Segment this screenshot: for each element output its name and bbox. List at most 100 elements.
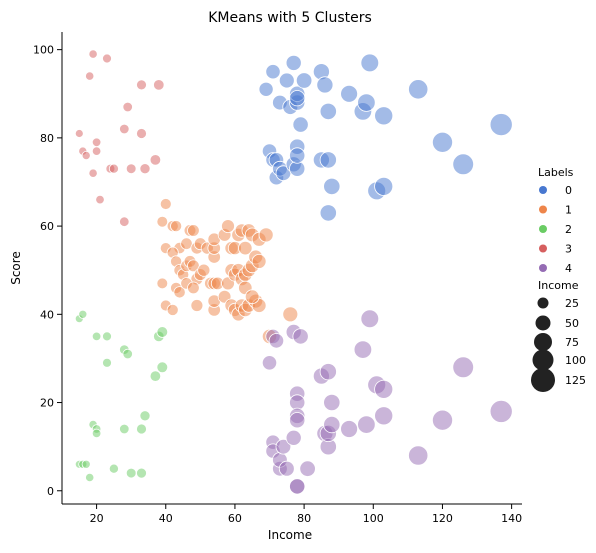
data-point-cluster-2 [136,423,147,435]
legend-marker-3 [539,244,547,253]
data-point-cluster-4 [374,379,394,399]
data-point-cluster-1 [197,263,211,277]
data-point-cluster-3 [102,53,112,64]
data-point-cluster-2 [156,361,169,374]
data-point-cluster-4 [353,340,373,359]
data-point-cluster-2 [91,428,102,439]
legend-size-marker [535,315,551,331]
legend-marker-4 [539,264,547,272]
data-point-cluster-1 [156,215,169,228]
data-point-cluster-4 [374,406,394,426]
data-point-cluster-0 [408,79,429,100]
y-tick-label: 40 [40,308,54,321]
data-point-cluster-3 [136,128,147,139]
x-tick-label: 140 [501,512,522,525]
data-point-cluster-3 [125,163,137,175]
data-point-cluster-2 [108,463,119,474]
legend-label-1: 1 [565,204,572,217]
data-point-cluster-3 [81,150,91,160]
data-point-cluster-0 [323,177,341,195]
data-point-cluster-4 [289,478,306,495]
data-point-cluster-1 [258,227,274,243]
data-point-cluster-0 [265,64,281,80]
data-point-cluster-4 [323,415,341,434]
data-point-cluster-1 [187,224,200,237]
legend-label-2: 2 [565,223,572,236]
y-tick-label: 20 [40,397,54,410]
data-point-cluster-4 [292,328,309,345]
legend-size-marker [537,297,549,309]
data-point-cluster-3 [108,163,119,174]
data-point-cluster-0 [374,176,394,196]
data-point-cluster-3 [85,71,95,81]
data-point-cluster-0 [319,102,337,121]
data-point-cluster-0 [316,76,334,94]
data-point-cluster-2 [156,326,169,338]
data-point-cluster-2 [102,331,112,342]
points-layer [74,49,513,495]
x-tick-label: 100 [363,512,384,525]
data-point-cluster-4 [489,399,513,423]
y-axis-ticks: 0 20 40 60 80 100 [33,44,62,498]
data-point-cluster-1 [159,198,172,210]
data-point-cluster-4 [323,393,341,412]
data-point-cluster-0 [319,151,337,169]
legend-hue-title: Labels [538,166,574,179]
data-point-cluster-0 [431,131,453,153]
data-point-cluster-4 [452,356,475,379]
legend-size-marker [531,368,555,392]
legend-hue-entries: 0 1 2 3 4 [539,184,572,275]
y-tick-label: 100 [33,44,54,57]
data-point-cluster-4 [275,438,292,455]
data-point-cluster-2 [149,370,162,382]
data-point-cluster-0 [292,116,309,133]
data-point-cluster-0 [285,54,302,71]
legend-label-3: 3 [565,243,572,256]
data-point-cluster-3 [122,101,133,113]
data-point-cluster-4 [340,420,359,438]
x-tick-label: 20 [90,512,104,525]
data-point-cluster-4 [360,309,380,329]
data-point-cluster-0 [319,204,337,222]
legend-marker-0 [539,186,547,194]
x-tick-label: 40 [159,512,173,525]
data-point-cluster-3 [74,129,84,138]
data-point-cluster-4 [357,415,376,434]
data-point-cluster-4 [289,412,306,429]
data-point-cluster-1 [238,240,253,256]
data-point-cluster-1 [251,253,267,269]
data-point-cluster-0 [289,90,306,107]
legend: Labels 0 1 2 3 4 Income 25 50 75 100 125 [531,166,586,392]
y-tick-label: 60 [40,220,54,233]
legend-marker-1 [539,205,547,214]
data-point-cluster-3 [119,123,130,135]
data-point-cluster-2 [139,410,151,422]
legend-marker-2 [539,225,547,233]
data-point-cluster-3 [119,216,130,227]
legend-size-label: 25 [565,297,579,310]
data-point-cluster-4 [278,460,295,477]
data-point-cluster-4 [299,460,316,477]
data-point-cluster-1 [170,220,183,233]
data-point-cluster-4 [285,429,302,446]
data-point-cluster-0 [340,84,359,103]
data-point-cluster-2 [136,467,147,479]
x-axis-label: Income [268,528,312,542]
data-point-cluster-3 [91,137,102,148]
x-tick-label: 80 [297,512,311,525]
data-point-cluster-3 [139,163,151,175]
y-tick-label: 0 [47,485,54,498]
data-point-cluster-4 [319,363,337,381]
x-tick-label: 60 [228,512,242,525]
y-tick-label: 80 [40,132,54,145]
data-point-cluster-4 [268,333,285,349]
data-point-cluster-0 [360,53,380,73]
data-point-cluster-1 [244,289,260,305]
data-point-cluster-1 [187,281,200,295]
data-point-cluster-0 [489,113,513,137]
data-point-cluster-3 [95,194,105,205]
legend-size-marker [534,333,552,351]
x-axis-ticks: 20 40 60 80 100 120 140 [90,504,522,525]
data-point-cluster-4 [431,409,453,431]
